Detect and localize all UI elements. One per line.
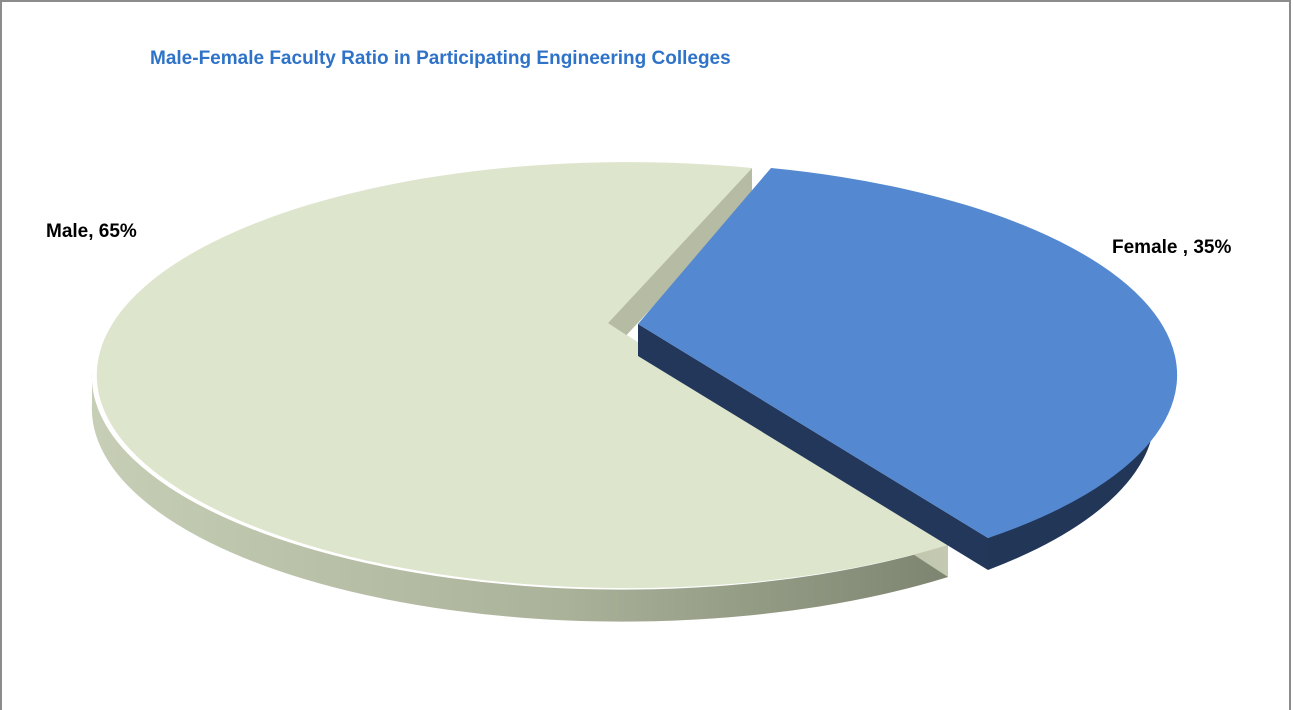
female-data-label: Female , 35% <box>1112 237 1231 258</box>
female-slice-inner-face <box>638 324 988 570</box>
male-slice-inner-face <box>608 168 752 355</box>
chart-title: Male-Female Faculty Ratio in Participati… <box>150 48 731 69</box>
male-slice-side <box>91 372 948 622</box>
male-data-label: Male, 65% <box>46 221 137 242</box>
male-slice[interactable] <box>96 162 948 589</box>
female-slice[interactable] <box>638 168 1178 538</box>
